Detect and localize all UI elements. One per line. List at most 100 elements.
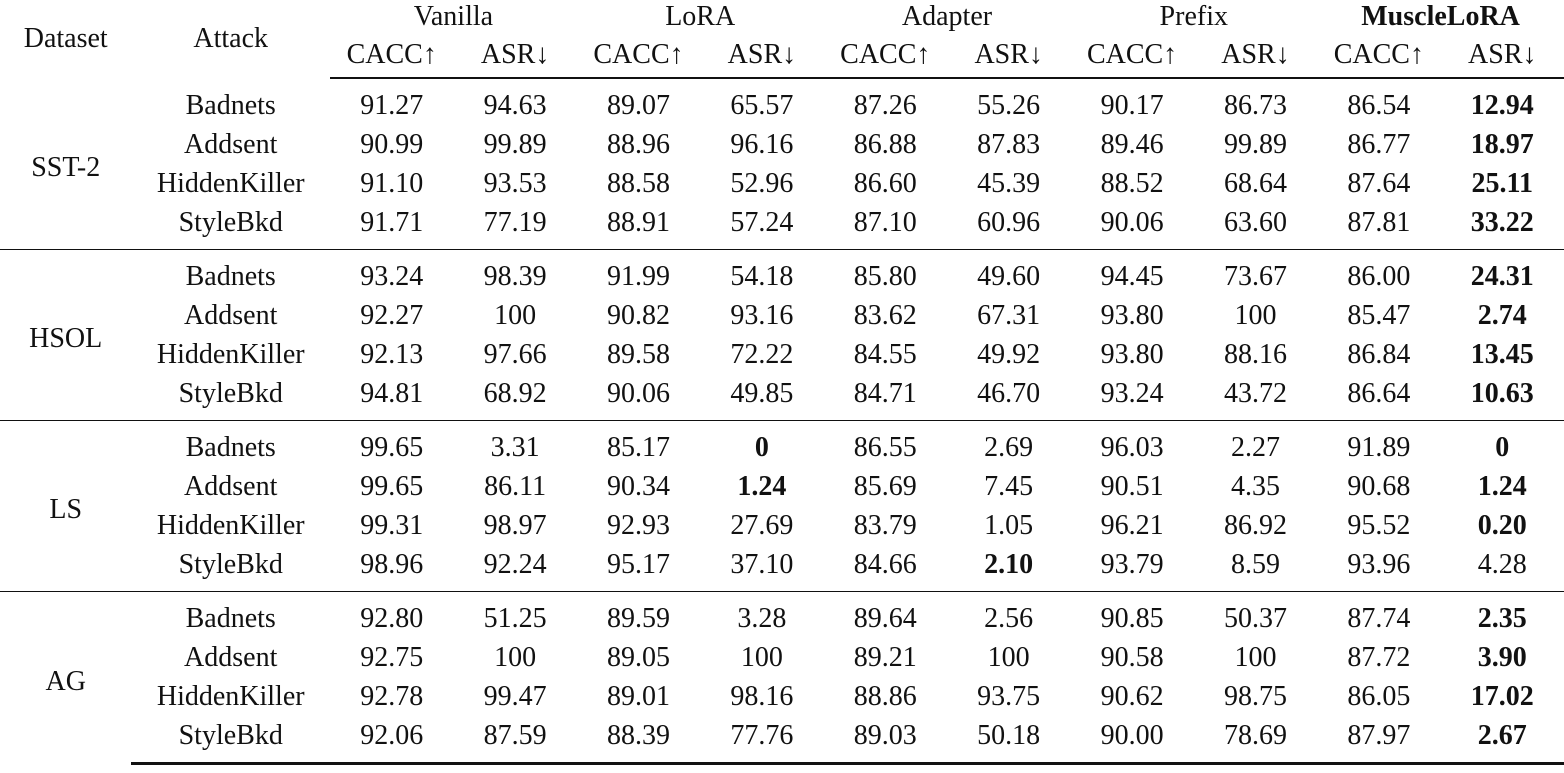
asr-value: 67.31 — [977, 300, 1041, 331]
asr-value: 77.19 — [483, 207, 547, 238]
asr-value: 45.39 — [977, 168, 1041, 199]
asr-value: 100 — [987, 642, 1030, 673]
metric-header-asr: ASR↓ — [1440, 33, 1564, 79]
asr-value: 93.16 — [730, 300, 794, 331]
metric-header-cacc: CACC↑ — [330, 33, 454, 79]
asr-value: 51.25 — [453, 591, 577, 638]
cacc-value: 91.71 — [360, 207, 424, 238]
cacc-value: 85.80 — [823, 249, 947, 296]
cacc-value: 89.46 — [1100, 129, 1164, 160]
cacc-value: 89.59 — [576, 591, 701, 638]
asr-value: 96.16 — [730, 129, 794, 160]
asr-value: 13.45 — [1470, 339, 1534, 370]
cacc-value: 89.64 — [823, 591, 947, 638]
asr-value: 2.27 — [1193, 420, 1318, 467]
cacc-value: 93.79 — [1100, 549, 1164, 580]
cacc-value: 88.86 — [853, 681, 917, 712]
asr-value: 3.90 — [1477, 642, 1527, 673]
asr-value: 100 — [740, 642, 783, 673]
asr-value: 99.89 — [483, 129, 547, 160]
cacc-value: 87.10 — [853, 207, 917, 238]
cacc-value: 86.54 — [1347, 90, 1411, 121]
asr-value: 37.10 — [730, 549, 794, 580]
cacc-value: 90.85 — [1070, 591, 1194, 638]
asr-value: 43.72 — [1223, 378, 1287, 409]
cacc-value: 99.31 — [360, 510, 424, 541]
table-row: StyleBkd 94.81 68.92 90.06 49.85 84.71 46.70 93… — [0, 374, 1564, 421]
cacc-value: 92.93 — [607, 510, 670, 541]
cacc-value: 91.89 — [1317, 420, 1441, 467]
metric-header-asr: ASR↓ — [946, 33, 1071, 79]
asr-value: 77.76 — [700, 716, 824, 765]
attack-name: Addsent — [184, 471, 278, 502]
cacc-value: 86.60 — [853, 168, 917, 199]
asr-value: 100 — [1234, 642, 1277, 673]
cacc-value: 90.62 — [1100, 681, 1164, 712]
table-row: StyleBkd 91.71 77.19 88.91 57.24 87.10 60.96 90… — [0, 203, 1564, 250]
cacc-value: 87.72 — [1347, 642, 1411, 673]
cacc-value: 84.66 — [853, 549, 917, 580]
asr-value: 87.83 — [977, 129, 1041, 160]
asr-value: 86.92 — [1223, 510, 1287, 541]
cacc-value: 86.64 — [1347, 378, 1411, 409]
asr-value: 1.24 — [737, 471, 787, 502]
attack-name: HiddenKiller — [156, 510, 305, 541]
asr-value: 63.60 — [1223, 207, 1287, 238]
attack-name: StyleBkd — [178, 378, 283, 409]
attack-name: Badnets — [131, 249, 331, 296]
cacc-value: 90.06 — [1100, 207, 1164, 238]
asr-value: 2.10 — [984, 549, 1034, 580]
cacc-value: 84.71 — [853, 378, 917, 409]
attack-name: Addsent — [184, 642, 278, 673]
asr-value: 86.73 — [1223, 90, 1287, 121]
cacc-value: 87.81 — [1347, 207, 1411, 238]
table-row: HSOL Badnets 93.24 98.39 91.99 54.18 85.80 49.6… — [0, 249, 1564, 421]
method-header-adapter: Adapter — [901, 0, 993, 32]
cacc-value: 88.39 — [576, 716, 701, 765]
cacc-value: 89.05 — [607, 642, 670, 673]
asr-value: 46.70 — [977, 378, 1041, 409]
attack-column-header: Attack — [193, 23, 269, 54]
cacc-value: 90.17 — [1100, 90, 1164, 121]
asr-value: 98.97 — [483, 510, 547, 541]
asr-value: 68.92 — [483, 378, 547, 409]
table-row: Addsent 90.99 99.89 88.96 96.16 86.88 87.83 89.… — [0, 125, 1564, 164]
asr-value: 1.24 — [1477, 471, 1527, 502]
table-row: LS Badnets 99.65 3.31 85.17 0 86.55 2.69 96.03 2.… — [0, 420, 1564, 592]
attack-name: HiddenKiller — [156, 168, 305, 199]
table-row: Addsent 92.75 100 89.05 100 89.21 100 90.58 100 8… — [0, 638, 1564, 677]
cacc-value: 90.68 — [1347, 471, 1411, 502]
table-row: Addsent 92.27 100 90.82 93.16 83.62 67.31 93.80… — [0, 296, 1564, 335]
cacc-value: 91.27 — [360, 90, 424, 121]
table-row: HiddenKiller 92.78 99.47 89.01 98.16 88.86 93.… — [0, 677, 1564, 716]
cacc-value: 92.75 — [360, 642, 424, 673]
dataset-column-header: Dataset — [23, 23, 108, 54]
metric-header-asr: ASR↓ — [453, 33, 577, 79]
dataset-name: AG — [0, 591, 132, 764]
asr-value: 12.94 — [1470, 90, 1534, 121]
asr-value: 72.22 — [730, 339, 794, 370]
cacc-value: 93.96 — [1347, 549, 1411, 580]
asr-value: 7.45 — [984, 471, 1034, 502]
cacc-value: 90.06 — [607, 378, 670, 409]
cacc-value: 88.91 — [607, 207, 670, 238]
cacc-value: 90.82 — [607, 300, 670, 331]
cacc-value: 93.80 — [1100, 339, 1164, 370]
asr-value: 49.60 — [946, 249, 1071, 296]
asr-value: 50.37 — [1193, 591, 1318, 638]
table-row: HiddenKiller 92.13 97.66 89.58 72.22 84.55 49.… — [0, 335, 1564, 374]
asr-value: 10.63 — [1470, 378, 1534, 409]
attack-name: StyleBkd — [131, 716, 331, 765]
cacc-value: 92.80 — [330, 591, 454, 638]
cacc-value: 88.52 — [1100, 168, 1164, 199]
cacc-value: 86.88 — [853, 129, 917, 160]
asr-value: 100 — [1234, 300, 1277, 331]
asr-value: 18.97 — [1470, 129, 1534, 160]
asr-value: 60.96 — [977, 207, 1041, 238]
cacc-value: 87.26 — [853, 90, 917, 121]
cacc-value: 98.96 — [360, 549, 424, 580]
cacc-value: 85.17 — [576, 420, 701, 467]
cacc-value: 88.58 — [607, 168, 670, 199]
cacc-value: 93.24 — [1100, 378, 1164, 409]
